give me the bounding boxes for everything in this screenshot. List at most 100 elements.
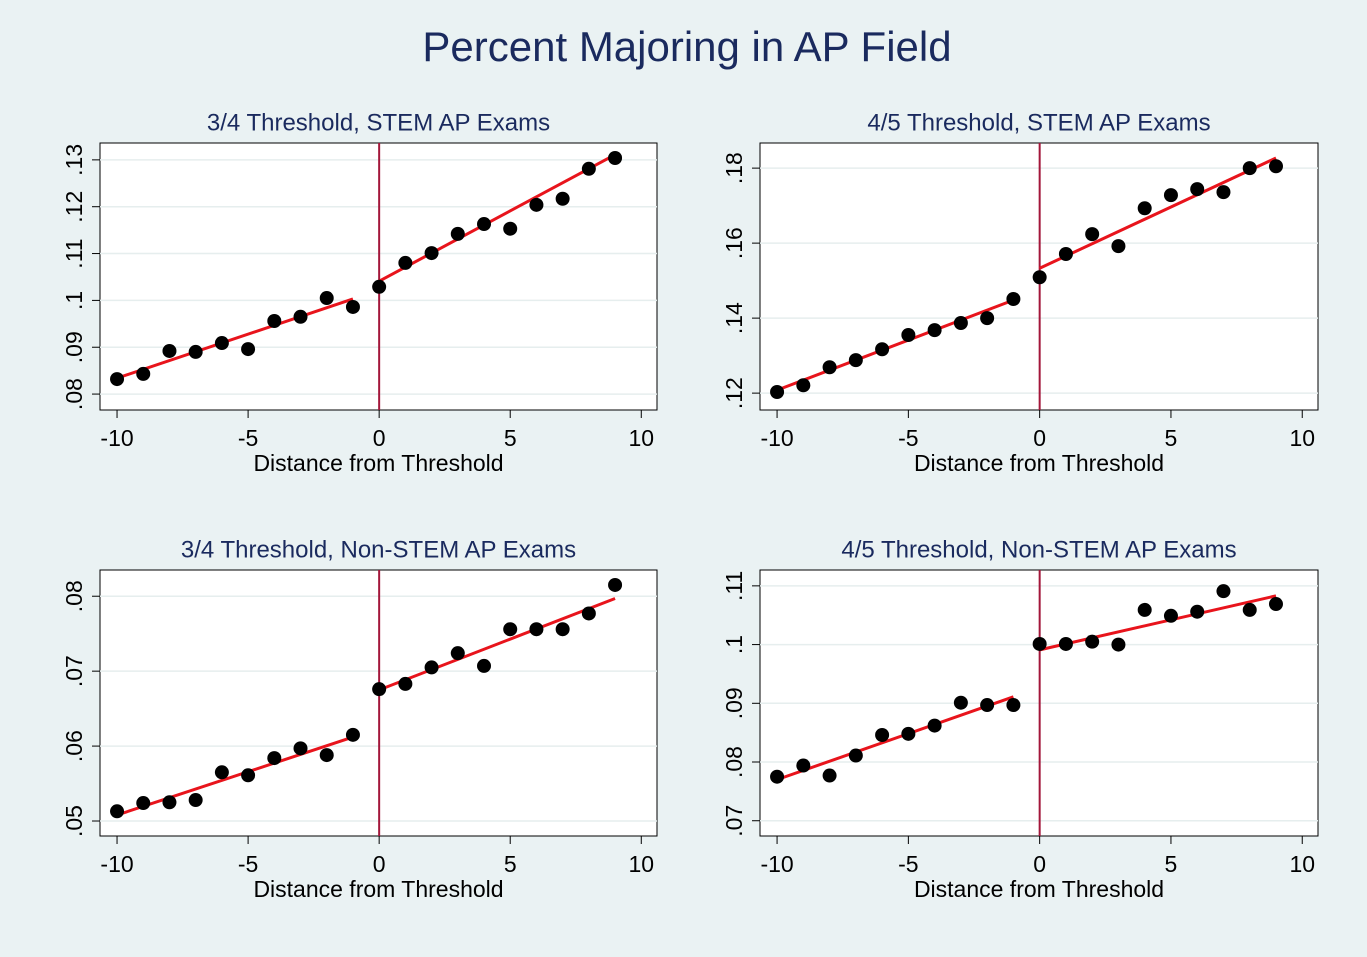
point bbox=[1032, 270, 1047, 285]
point bbox=[980, 698, 995, 713]
point bbox=[372, 279, 387, 294]
point bbox=[162, 795, 177, 810]
x-axis-label: Distance from Threshold bbox=[253, 876, 503, 902]
point bbox=[875, 342, 890, 357]
point bbox=[503, 221, 518, 236]
point bbox=[424, 246, 439, 261]
point bbox=[1085, 227, 1100, 242]
y-tick-label: .07 bbox=[61, 655, 87, 687]
x-tick-label: 10 bbox=[628, 425, 654, 451]
x-tick-label: 5 bbox=[1165, 851, 1178, 877]
x-tick-label: 5 bbox=[1165, 425, 1178, 451]
point bbox=[953, 316, 968, 330]
point bbox=[1032, 636, 1047, 651]
panel-title: 4/5 Threshold, Non-STEM AP Exams bbox=[841, 536, 1236, 563]
point bbox=[581, 161, 596, 176]
point bbox=[1190, 604, 1205, 619]
point bbox=[214, 765, 229, 780]
point bbox=[927, 323, 942, 338]
y-tick-label: .1 bbox=[61, 291, 87, 310]
point bbox=[188, 793, 203, 808]
point bbox=[1268, 159, 1283, 174]
point bbox=[555, 191, 570, 206]
point bbox=[1242, 602, 1257, 617]
point bbox=[424, 660, 439, 675]
fit-line bbox=[1039, 594, 1277, 652]
point bbox=[822, 768, 837, 783]
y-tick-label: .09 bbox=[721, 687, 747, 719]
point bbox=[293, 741, 308, 756]
point bbox=[529, 197, 544, 212]
y-tick-label: .1 bbox=[721, 635, 747, 654]
point bbox=[1111, 239, 1126, 254]
point bbox=[241, 342, 256, 357]
x-tick-label: 0 bbox=[373, 425, 386, 451]
x-tick-label: 10 bbox=[1289, 851, 1315, 877]
point bbox=[293, 309, 308, 324]
point bbox=[372, 682, 387, 697]
point bbox=[398, 255, 413, 270]
x-tick-label: 10 bbox=[628, 851, 654, 877]
point bbox=[188, 344, 203, 359]
point bbox=[796, 378, 811, 393]
point bbox=[267, 751, 282, 766]
point bbox=[529, 622, 544, 637]
point bbox=[267, 314, 282, 328]
fit-line bbox=[776, 298, 1014, 392]
point bbox=[1242, 161, 1257, 176]
point bbox=[1006, 292, 1021, 306]
point bbox=[927, 718, 942, 733]
y-tick-label: .08 bbox=[61, 378, 87, 410]
point bbox=[319, 291, 334, 306]
y-tick-label: .14 bbox=[721, 302, 747, 334]
point bbox=[1190, 182, 1205, 197]
y-tick-label: .08 bbox=[61, 580, 87, 612]
y-tick-label: .13 bbox=[61, 144, 87, 176]
point bbox=[980, 311, 995, 326]
point bbox=[450, 226, 465, 241]
point bbox=[1085, 634, 1100, 649]
point bbox=[1137, 201, 1152, 216]
point bbox=[1216, 185, 1231, 200]
x-tick-label: -10 bbox=[760, 851, 793, 877]
point bbox=[214, 336, 229, 351]
x-axis-label: Distance from Threshold bbox=[253, 450, 503, 476]
point bbox=[1058, 247, 1073, 261]
point bbox=[110, 804, 125, 819]
point bbox=[770, 769, 785, 784]
point bbox=[770, 385, 785, 399]
fit-line bbox=[378, 153, 616, 283]
point bbox=[319, 748, 334, 763]
fit-line bbox=[1039, 156, 1277, 270]
fit-line bbox=[378, 597, 616, 692]
point bbox=[822, 360, 837, 375]
point bbox=[136, 796, 151, 811]
y-tick-label: .16 bbox=[721, 227, 747, 259]
y-tick-label: .05 bbox=[61, 805, 87, 837]
point bbox=[581, 606, 596, 621]
point bbox=[1163, 608, 1178, 623]
fit-line bbox=[776, 695, 1014, 782]
panel-title: 3/4 Threshold, Non-STEM AP Exams bbox=[181, 536, 576, 563]
point bbox=[953, 695, 968, 710]
y-tick-label: .11 bbox=[721, 571, 747, 601]
x-tick-label: -5 bbox=[238, 851, 258, 877]
x-tick-label: -10 bbox=[760, 425, 793, 451]
point bbox=[1163, 188, 1178, 203]
x-tick-label: -5 bbox=[898, 425, 918, 451]
x-tick-label: 0 bbox=[1033, 851, 1046, 877]
x-tick-label: -10 bbox=[100, 851, 133, 877]
point bbox=[503, 622, 518, 637]
point bbox=[555, 622, 570, 637]
point bbox=[848, 748, 863, 763]
point bbox=[1058, 636, 1073, 651]
x-tick-label: -5 bbox=[898, 851, 918, 877]
point bbox=[110, 372, 125, 387]
point bbox=[477, 658, 492, 673]
point bbox=[1137, 602, 1152, 617]
x-axis-label: Distance from Threshold bbox=[914, 450, 1164, 476]
point bbox=[1268, 597, 1283, 612]
figure-title: Percent Majoring in AP Field bbox=[422, 23, 951, 70]
point bbox=[136, 366, 151, 381]
